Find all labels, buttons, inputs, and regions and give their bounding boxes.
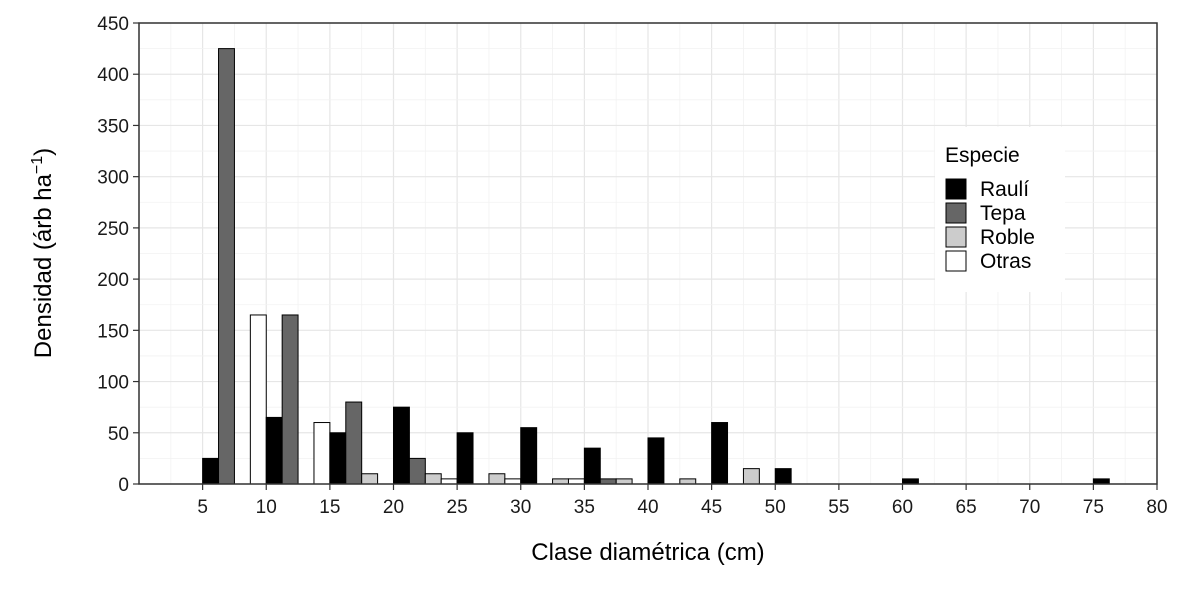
bar-raul-42.5	[647, 437, 665, 485]
bar-raul-32.5	[520, 427, 538, 485]
legend-label-otras: Otras	[980, 250, 1031, 273]
y-tick-label: 200	[97, 270, 129, 291]
legend-key-raul	[945, 178, 967, 200]
y-axis-title-close: )	[30, 148, 57, 156]
bar-tepa-17.5	[345, 401, 363, 485]
bar-otras-22.5	[440, 478, 458, 485]
x-tick-label: 30	[510, 497, 531, 518]
x-tick-label: 70	[1019, 497, 1040, 518]
x-tick-label: 5	[197, 497, 208, 518]
legend-key-tepa	[945, 202, 967, 224]
bar-otras-32.5	[567, 478, 585, 485]
x-axis: 5 10 15 20 25 30 35 40 45 50 55 60 65 70 75 80	[197, 484, 1168, 518]
x-tick-label: 25	[447, 497, 468, 518]
y-tick-label: 450	[97, 14, 129, 35]
bar-roble-22.5	[424, 473, 442, 485]
y-tick-label: 300	[97, 168, 129, 189]
x-tick-label: 35	[574, 497, 595, 518]
y-axis-title-main: Densidad (árb ha	[30, 173, 57, 358]
bar-raul-17.5	[329, 432, 347, 485]
legend-label-tepa: Tepa	[980, 202, 1026, 225]
y-tick-label: 400	[97, 65, 129, 86]
bar-tepa-22.5	[408, 457, 426, 485]
bar-raul-52.5	[774, 468, 792, 485]
y-axis-title-superscript: −1	[29, 156, 46, 174]
bar-raul-62.5	[902, 478, 919, 485]
bar-otras-12.5	[313, 422, 331, 485]
y-tick-label: 0	[118, 475, 129, 496]
y-tick-label: 100	[97, 373, 129, 394]
x-tick-label: 40	[637, 497, 658, 518]
x-tick-label: 15	[319, 497, 340, 518]
y-tick-label: 50	[108, 424, 129, 445]
x-tick-label: 45	[701, 497, 722, 518]
bar-roble-47.5	[742, 468, 760, 485]
bar-tepa-7.5	[218, 48, 235, 485]
bar-roble-17.5	[361, 473, 379, 485]
bar-raul-7.5	[202, 457, 220, 485]
x-tick-label: 20	[383, 497, 404, 518]
x-tick-label: 10	[256, 497, 277, 518]
x-tick-label: 60	[892, 497, 913, 518]
bar-raul-37.5	[583, 447, 601, 485]
y-tick-label: 250	[97, 219, 129, 240]
y-tick-label: 150	[97, 321, 129, 342]
bar-roble-37.5	[615, 478, 633, 485]
bar-otras-7.5	[249, 314, 267, 485]
bar-raul-12.5	[265, 416, 283, 485]
bars	[202, 48, 1110, 485]
bar-tepa-37.5	[599, 478, 617, 485]
y-axis: 0 50 100 150 200 250 300 350 400 450	[97, 14, 139, 496]
bar-raul-77.5	[1092, 478, 1110, 485]
x-axis-title: Clase diamétrica (cm)	[531, 539, 764, 566]
legend-key-otras	[945, 250, 967, 272]
legend-label-roble: Roble	[980, 226, 1035, 249]
bar-tepa-12.5	[281, 314, 299, 485]
bar-roble-42.5	[679, 478, 697, 485]
bar-raul-47.5	[711, 422, 729, 485]
bar-roble-27.5	[488, 473, 506, 485]
x-tick-label: 80	[1146, 497, 1167, 518]
bar-otras-27.5	[504, 478, 522, 485]
bar-roble-32.5	[552, 478, 569, 485]
legend-title: Especie	[945, 144, 1020, 167]
bar-raul-27.5	[456, 432, 474, 485]
y-axis-title: Densidad (árb ha−1)	[29, 148, 57, 358]
x-tick-label: 75	[1083, 497, 1104, 518]
legend-key-roble	[945, 226, 967, 248]
legend-label-raul: Raulí	[980, 178, 1029, 201]
x-tick-label: 50	[765, 497, 786, 518]
y-tick-label: 350	[97, 116, 129, 137]
x-tick-label: 55	[828, 497, 849, 518]
x-tick-label: 65	[956, 497, 977, 518]
bar-raul-22.5	[393, 406, 410, 485]
